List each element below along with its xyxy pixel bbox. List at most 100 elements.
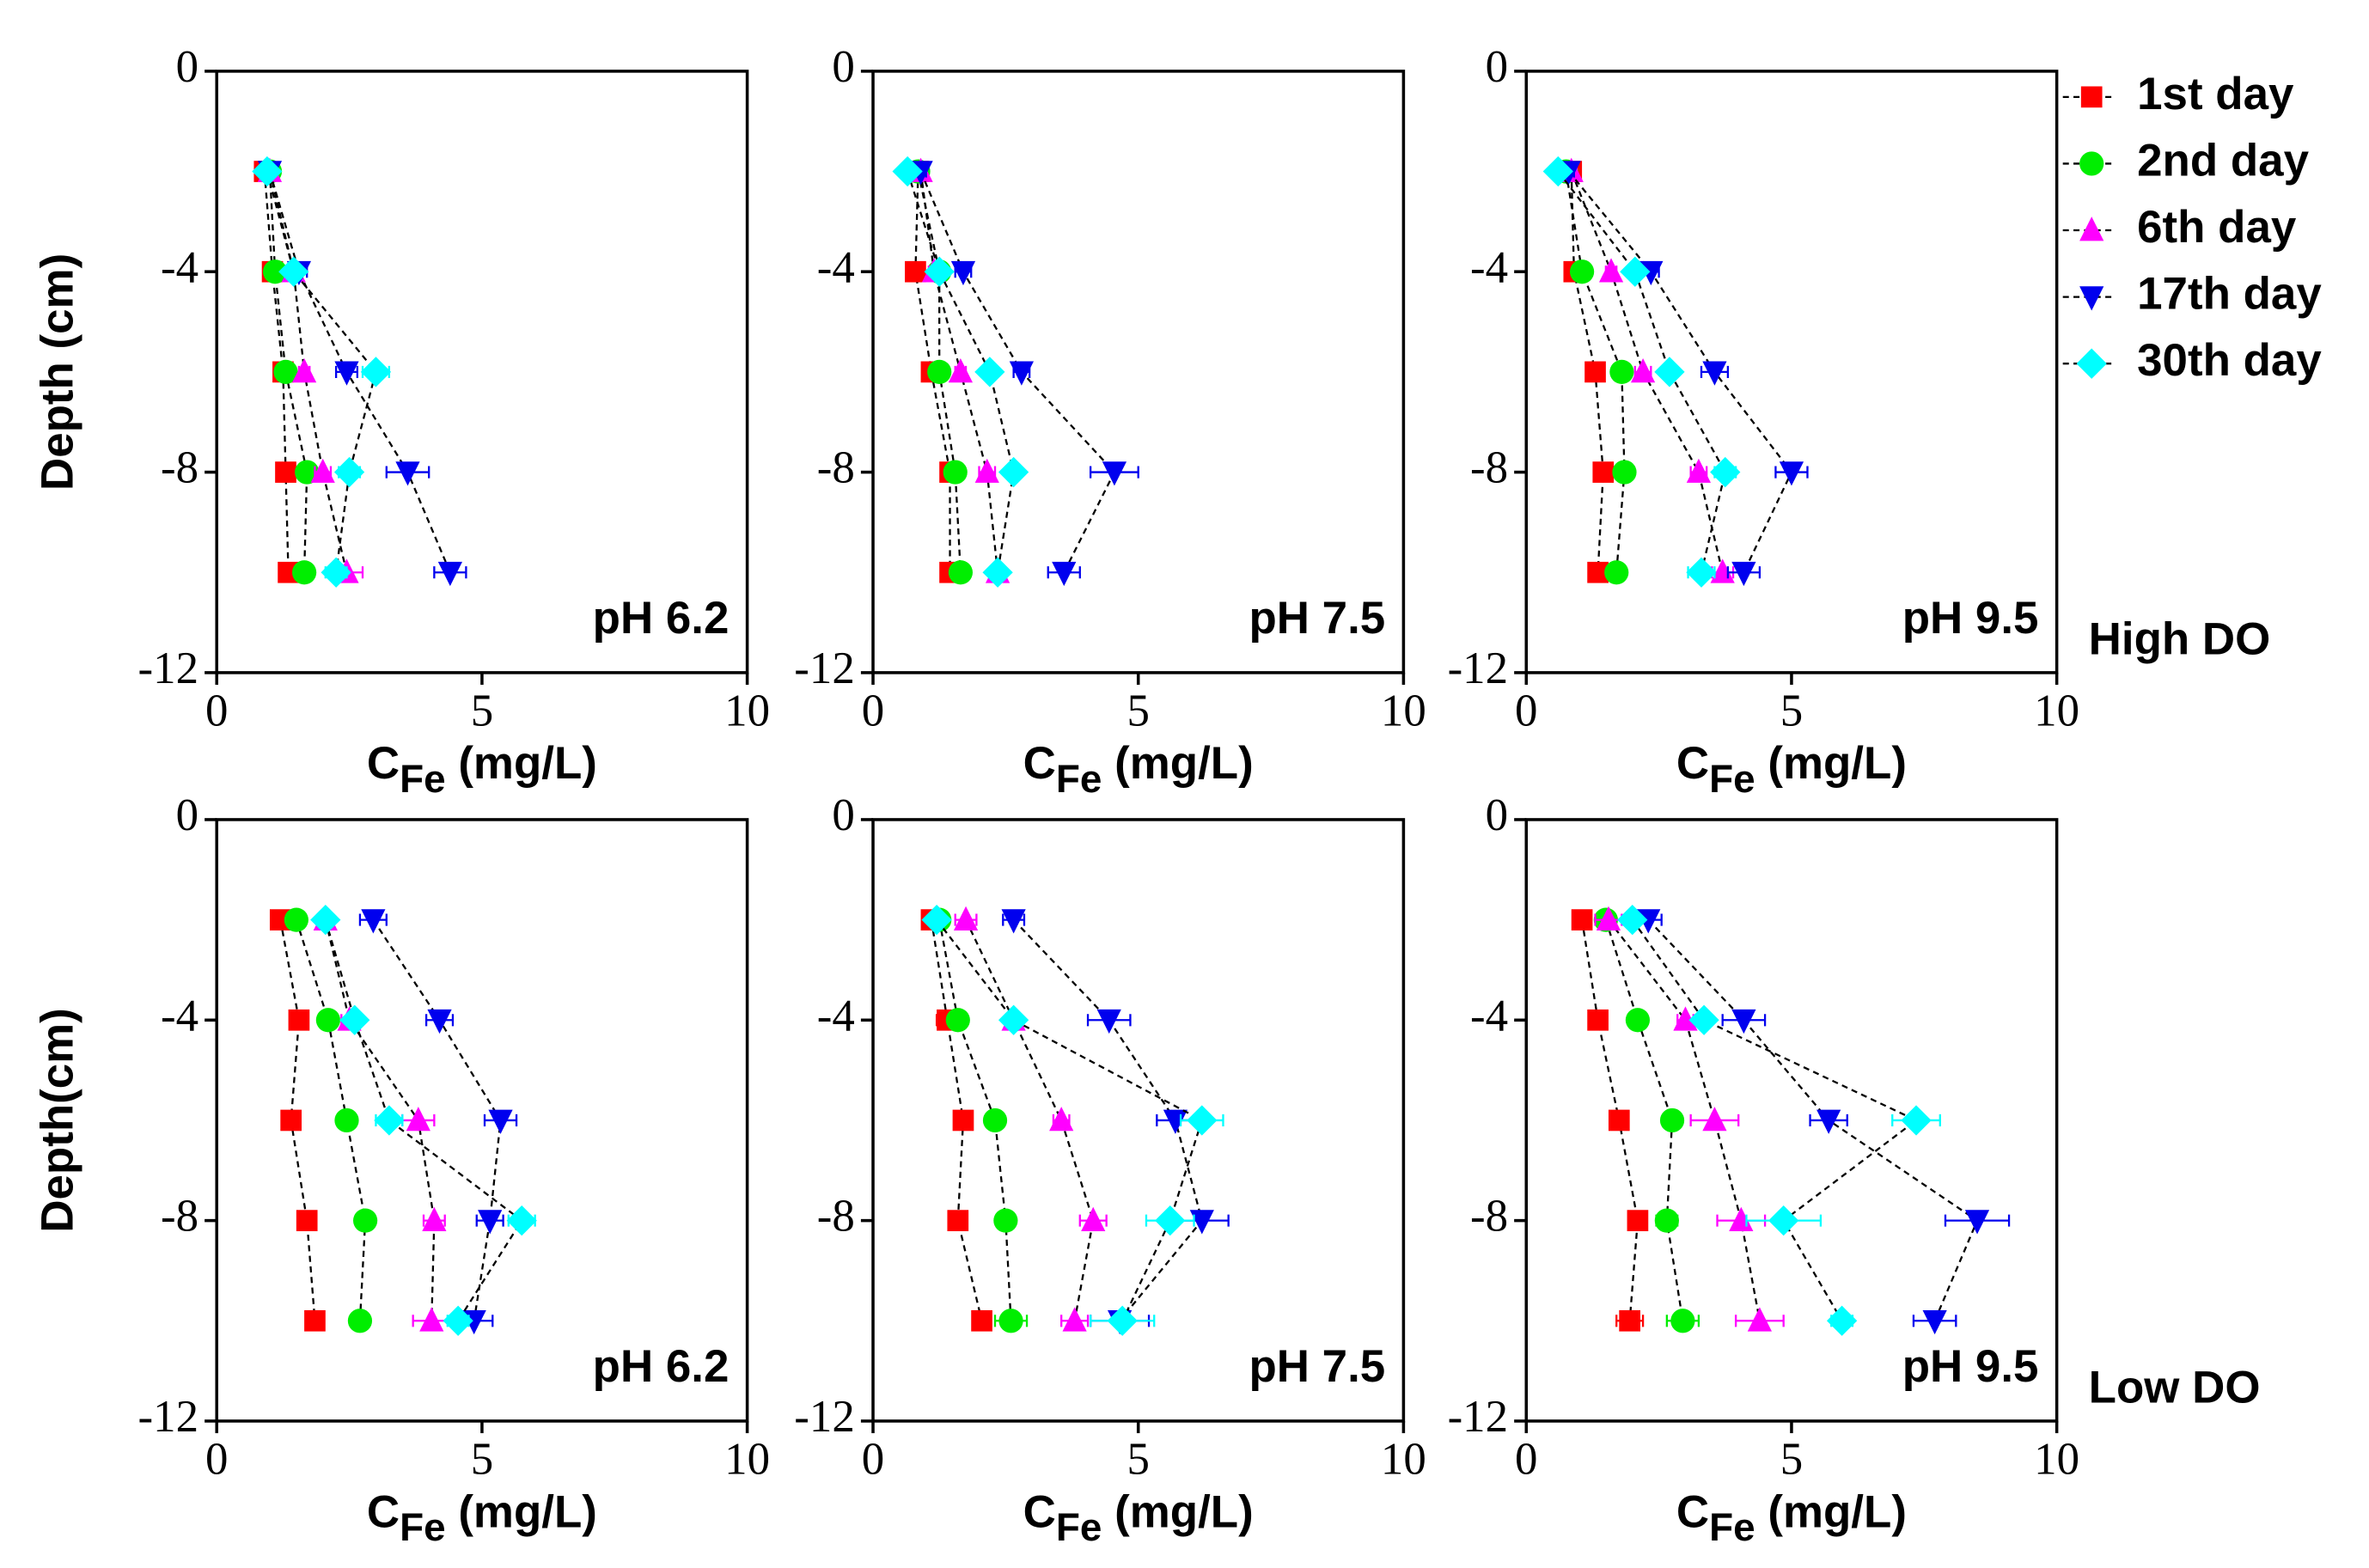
marker	[1542, 156, 1573, 187]
y-tick-label: -12	[1448, 644, 1509, 693]
marker	[334, 361, 359, 386]
x-tick-label: 0	[1515, 1434, 1537, 1484]
y-tick-label: -4	[1470, 991, 1508, 1040]
x-tick-label: 10	[1381, 686, 1426, 735]
marker	[1673, 1006, 1698, 1031]
marker	[273, 359, 298, 384]
marker	[1009, 361, 1034, 386]
marker	[280, 1109, 302, 1132]
x-axis-label: CFe (mg/L)	[367, 1486, 597, 1549]
x-tick-label: 0	[205, 1434, 228, 1484]
marker	[993, 1208, 1018, 1233]
marker	[1686, 557, 1717, 588]
marker	[374, 1105, 405, 1136]
marker	[1625, 1008, 1651, 1033]
series-line	[965, 919, 1095, 1321]
y-tick-label: -8	[161, 1192, 198, 1242]
y-tick-label: -4	[161, 242, 198, 292]
marker	[352, 1208, 378, 1233]
y-tick-label: 0	[1486, 790, 1508, 840]
marker	[1571, 909, 1593, 930]
marker	[1584, 361, 1606, 383]
x-axis-label: CFe (mg/L)	[1023, 738, 1254, 801]
y-tick-label: -8	[817, 1192, 855, 1242]
panel-annotation: pH 7.5	[1249, 593, 1385, 644]
marker	[437, 561, 462, 587]
marker	[1609, 359, 1634, 384]
y-tick-label: 0	[832, 42, 854, 92]
marker	[1155, 1205, 1186, 1236]
x-tick-label: 10	[724, 686, 770, 735]
x-axis-label: CFe (mg/L)	[1023, 1486, 1254, 1549]
legend-label: 30th day	[2137, 335, 2322, 386]
marker	[948, 560, 973, 585]
marker	[971, 1309, 992, 1332]
y-tick-label: 0	[1486, 42, 1508, 92]
series-line	[263, 171, 290, 573]
marker	[974, 357, 1005, 387]
marker	[1608, 1109, 1630, 1132]
marker	[1901, 1105, 1932, 1136]
legend-marker	[2079, 286, 2104, 311]
marker	[1688, 1004, 1719, 1035]
marker	[284, 907, 308, 932]
x-tick-label: 10	[2034, 686, 2079, 735]
panel-annotation: pH 6.2	[593, 593, 730, 644]
legend-label: 1st day	[2137, 69, 2294, 119]
marker	[291, 560, 317, 585]
y-tick-label: 0	[176, 790, 198, 840]
x-tick-label: 5	[1126, 686, 1149, 735]
marker	[1569, 259, 1595, 284]
x-tick-label: 10	[1381, 1434, 1426, 1484]
y-tick-label: -8	[1470, 1192, 1508, 1242]
legend-label: 6th day	[2137, 202, 2297, 253]
x-tick-label: 5	[1780, 1434, 1803, 1484]
marker	[1062, 1307, 1087, 1332]
marker	[1670, 1309, 1695, 1333]
marker	[998, 1309, 1023, 1333]
legend-marker	[2079, 217, 2104, 241]
marker	[1630, 358, 1656, 383]
marker	[982, 557, 1013, 588]
marker	[1816, 1109, 1841, 1134]
legend-label: 17th day	[2137, 269, 2322, 320]
marker	[304, 1309, 326, 1332]
y-tick-label: -12	[794, 1392, 855, 1442]
row-label: Low DO	[2089, 1363, 2261, 1413]
x-axis-label: CFe (mg/L)	[367, 738, 597, 801]
panel-annotation: pH 9.5	[1902, 1341, 2039, 1392]
marker	[275, 461, 296, 483]
marker	[422, 1206, 447, 1231]
marker	[1826, 1305, 1858, 1336]
x-tick-label: 5	[471, 1434, 493, 1484]
x-axis-label-part: (mg/L)	[446, 1486, 597, 1537]
x-axis-label-part: Fe	[1056, 1504, 1102, 1549]
marker	[252, 156, 283, 187]
marker	[974, 458, 999, 483]
marker	[1604, 560, 1629, 585]
y-tick-label: -4	[1470, 242, 1508, 292]
marker	[948, 358, 973, 383]
y-tick-label: -12	[1448, 1392, 1509, 1442]
marker	[427, 1009, 452, 1034]
x-tick-label: 10	[2034, 1434, 2079, 1484]
x-axis-label-part: C	[1676, 1486, 1709, 1537]
marker	[406, 1107, 430, 1132]
panel-annotation: pH 9.5	[1902, 593, 2039, 644]
marker	[1189, 1210, 1214, 1235]
x-axis-label-part: (mg/L)	[1755, 1486, 1907, 1537]
x-tick-label: 0	[862, 686, 884, 735]
series-line	[1565, 171, 1626, 573]
marker	[1617, 904, 1648, 936]
marker	[1096, 1009, 1121, 1034]
marker	[1731, 1009, 1756, 1034]
x-axis-label-part: (mg/L)	[1102, 738, 1253, 789]
series-line	[324, 919, 523, 1321]
marker	[1686, 458, 1712, 483]
marker	[334, 1107, 359, 1133]
y-tick-label: 0	[176, 42, 198, 92]
y-tick-label: 0	[832, 790, 854, 840]
row-label: High DO	[2089, 614, 2271, 665]
y-axis-label: Depth (cm)	[33, 253, 83, 491]
